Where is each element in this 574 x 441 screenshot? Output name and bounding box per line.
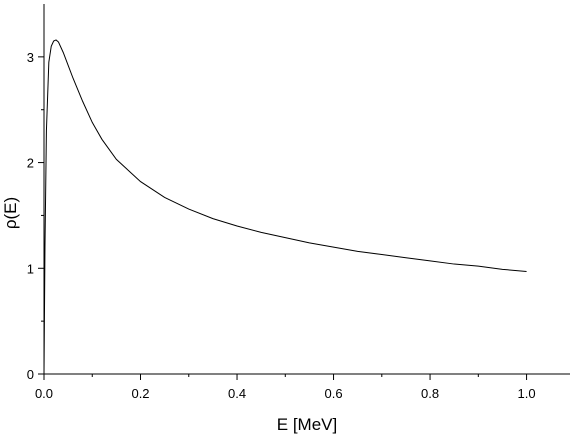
y-axis-label: ρ(E): [1, 197, 20, 229]
x-axis-label: E [MeV]: [277, 415, 337, 434]
series-line: [43, 39, 527, 375]
x-tick-label: 1.0: [518, 386, 536, 401]
x-tick-label: 0.6: [325, 386, 343, 401]
y-tick-label: 0: [27, 367, 34, 382]
ticks: 0.0 0.2 0.4 0.6 0.8 1.0 0 1 2 3: [27, 50, 536, 401]
x-tick-label: 0.8: [421, 386, 439, 401]
x-tick-label: 0.2: [131, 386, 149, 401]
y-tick-label: 1: [27, 261, 34, 276]
x-tick-label: 0.4: [228, 386, 246, 401]
axes: [43, 4, 570, 375]
plot-area: [43, 39, 527, 375]
x-tick-label: 0.0: [35, 386, 53, 401]
y-tick-label: 2: [27, 156, 34, 171]
y-tick-label: 3: [27, 50, 34, 65]
